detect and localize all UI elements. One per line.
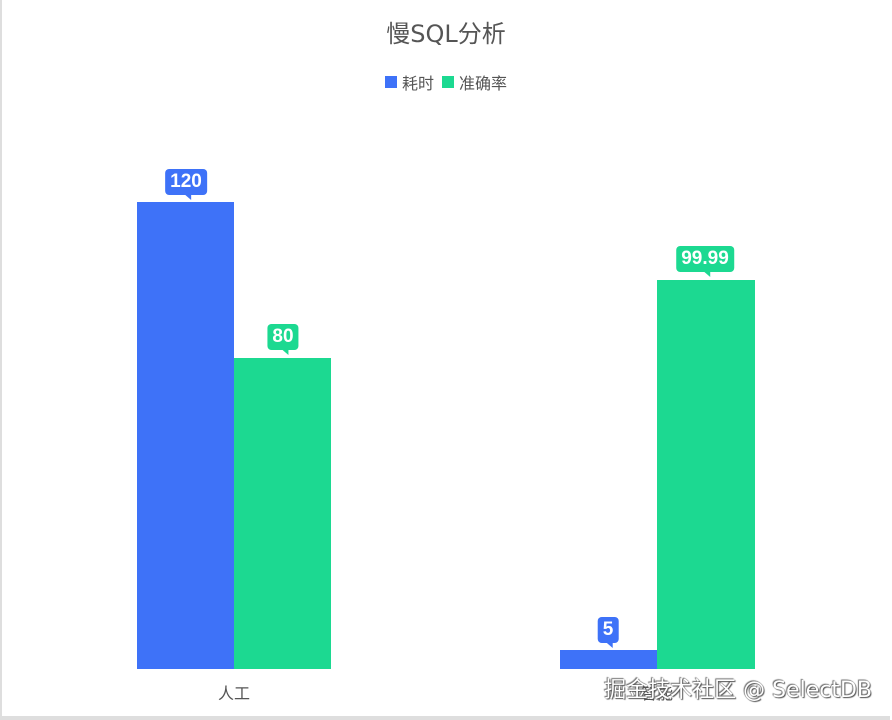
watermark: 掘金技术社区 @ SelectDB [604,678,872,703]
legend-swatch-icon [442,76,454,88]
legend-label: 准确率 [459,74,508,93]
data-label: 80 [267,324,299,350]
bar-manual-accuracy[interactable] [234,358,331,669]
data-label: 120 [165,169,207,195]
category-label: 智能 [640,684,674,703]
bar-smart-time[interactable] [560,650,657,669]
legend-item-accuracy[interactable]: 准确率 [442,70,507,94]
category-label: 人工 [217,684,251,703]
chart-title: 慢SQL分析 [386,20,506,48]
bar-smart-accuracy[interactable] [657,280,755,669]
data-label: 5 [597,617,619,643]
legend: 耗时 准确率 [0,70,892,94]
legend-item-time[interactable]: 耗时 [384,70,434,94]
legend-swatch-icon [384,76,397,88]
bar-manual-time[interactable] [137,202,234,669]
legend-label: 耗时 [401,74,434,93]
data-label: 99.99 [676,246,734,272]
